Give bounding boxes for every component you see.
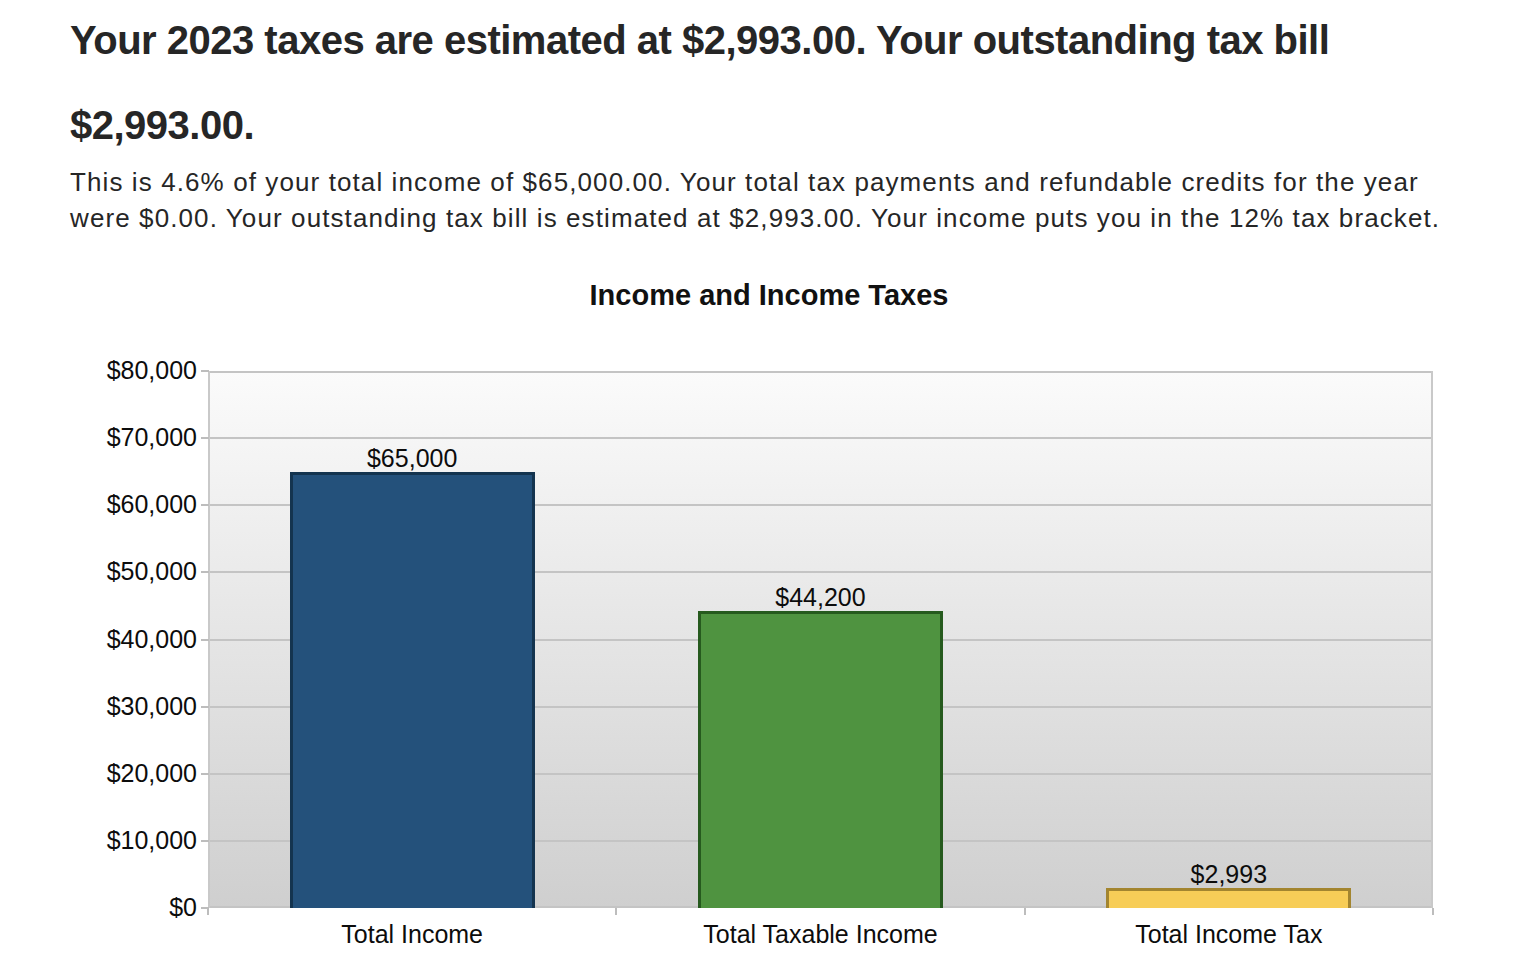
gridline--70-000 — [208, 437, 1433, 439]
chart-plot-area: $65,000 $44,200 $2,993 — [208, 371, 1433, 908]
x-axis-label: Total Taxable Income — [611, 922, 1031, 947]
y-axis-label: $70,000 — [60, 425, 197, 450]
bar-value-label: $2,993 — [1079, 862, 1379, 887]
y-axis-label: $80,000 — [60, 358, 197, 383]
page-title-line2: $2,993.00. — [70, 83, 1500, 168]
y-axis-label: $30,000 — [60, 694, 197, 719]
x-axis-tick — [1024, 908, 1026, 915]
bar-total-taxable-income — [698, 611, 943, 908]
summary-line2: were $0.00. Your outstanding tax bill is… — [70, 203, 1440, 233]
y-axis-tick — [201, 571, 209, 573]
summary-paragraph: This is 4.6% of your total income of $65… — [70, 165, 1520, 236]
x-axis-tick — [1432, 908, 1434, 915]
y-axis-tick — [201, 840, 209, 842]
y-axis-tick — [201, 504, 209, 506]
page-title: Your 2023 taxes are estimated at $2,993.… — [70, 0, 1500, 168]
bar-value-label: $65,000 — [262, 446, 562, 471]
bar-total-income-tax — [1106, 888, 1351, 908]
y-axis-tick — [201, 437, 209, 439]
bar-value-label: $44,200 — [671, 585, 971, 610]
y-axis-tick — [201, 773, 209, 775]
plot-right-edge — [1431, 371, 1433, 908]
y-axis-label: $60,000 — [60, 492, 197, 517]
y-axis-tick — [201, 639, 209, 641]
x-axis-tick — [615, 908, 617, 915]
y-axis-tick — [201, 370, 209, 372]
x-axis-label: Total Income Tax — [1019, 922, 1439, 947]
y-axis-label: $50,000 — [60, 559, 197, 584]
x-axis-label: Total Income — [202, 922, 622, 947]
chart-title: Income and Income Taxes — [89, 281, 1449, 310]
y-axis-label: $10,000 — [60, 828, 197, 853]
bar-total-income — [290, 472, 535, 908]
tax-estimate-page: Your 2023 taxes are estimated at $2,993.… — [0, 0, 1536, 962]
y-axis-label: $0 — [60, 895, 197, 920]
y-axis-tick — [201, 706, 209, 708]
y-axis-label: $40,000 — [60, 627, 197, 652]
summary-line1: This is 4.6% of your total income of $65… — [70, 167, 1419, 197]
page-title-line1: Your 2023 taxes are estimated at $2,993.… — [70, 0, 1500, 83]
gridline--80-000 — [208, 371, 1433, 373]
x-axis-tick — [207, 908, 209, 915]
y-axis-label: $20,000 — [60, 761, 197, 786]
